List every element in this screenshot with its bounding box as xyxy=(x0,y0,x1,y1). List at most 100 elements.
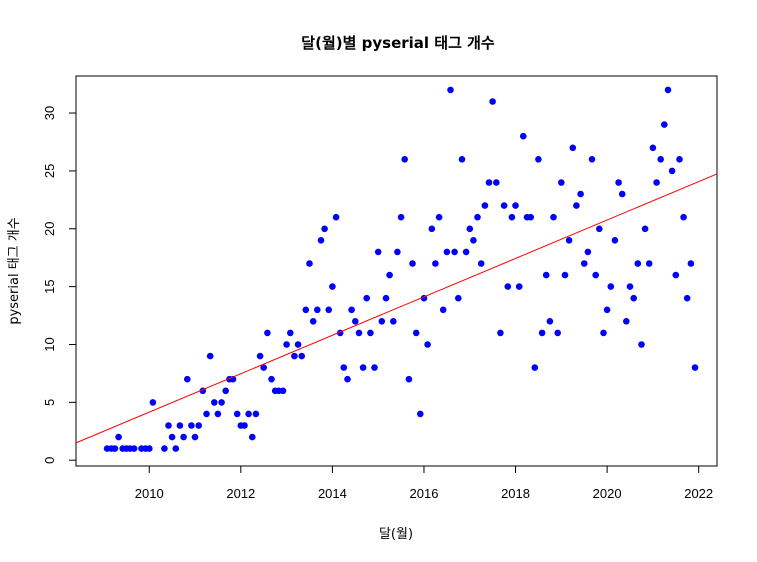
x-tick-label: 2010 xyxy=(135,486,164,501)
x-tick-label: 2018 xyxy=(501,486,530,501)
data-point xyxy=(462,248,470,256)
data-point xyxy=(577,190,584,198)
data-point xyxy=(477,260,485,267)
data-point xyxy=(607,283,615,290)
data-point xyxy=(214,410,222,418)
data-point xyxy=(374,248,382,256)
data-point xyxy=(348,306,355,314)
y-tick-label: 25 xyxy=(42,164,57,178)
data-point xyxy=(474,213,481,221)
data-point xyxy=(588,156,596,163)
data-point xyxy=(203,410,210,418)
data-point xyxy=(634,260,642,267)
data-point xyxy=(447,86,454,94)
data-point xyxy=(680,213,687,221)
y-tick-label: 5 xyxy=(42,399,57,406)
data-point xyxy=(401,156,409,163)
data-point xyxy=(165,422,172,429)
data-point xyxy=(653,179,660,186)
data-point xyxy=(531,364,539,371)
data-point xyxy=(412,329,420,337)
data-point xyxy=(287,329,294,337)
data-point xyxy=(367,329,374,337)
y-axis-label: pyserial 태그 개수 xyxy=(7,217,22,324)
x-tick-label: 2014 xyxy=(318,486,347,501)
data-point xyxy=(344,375,351,383)
x-tick-label: 2022 xyxy=(684,486,713,501)
data-point xyxy=(378,318,386,325)
chart-title: 달(월)별 pyserial 태그 개수 xyxy=(301,34,495,52)
data-point xyxy=(245,410,252,418)
data-point xyxy=(470,237,477,244)
data-point xyxy=(211,399,218,406)
data-point xyxy=(596,225,603,233)
data-point xyxy=(600,329,607,337)
trend-line xyxy=(75,173,718,444)
y-tick-label: 20 xyxy=(42,222,57,236)
data-point xyxy=(206,352,214,360)
data-point xyxy=(466,225,474,233)
data-point xyxy=(500,202,508,209)
data-point xyxy=(359,364,367,371)
data-point xyxy=(493,179,500,186)
x-tick-label: 2016 xyxy=(410,486,439,501)
data-point xyxy=(657,156,664,163)
data-point xyxy=(260,364,268,371)
data-point xyxy=(668,167,676,175)
data-point xyxy=(264,329,271,337)
data-point xyxy=(538,329,546,337)
data-point xyxy=(268,375,275,383)
data-point xyxy=(168,433,176,441)
data-point xyxy=(497,329,504,337)
data-point xyxy=(191,433,199,441)
data-point xyxy=(664,86,672,94)
data-point xyxy=(294,341,302,348)
y-tick-label: 10 xyxy=(42,337,57,351)
data-point xyxy=(130,445,138,452)
data-point xyxy=(691,364,699,371)
data-point xyxy=(405,375,413,383)
data-point xyxy=(291,352,298,360)
data-point xyxy=(550,213,557,221)
data-point xyxy=(302,306,310,314)
data-point xyxy=(432,260,439,267)
data-point xyxy=(428,225,436,233)
data-point xyxy=(584,248,592,256)
data-point xyxy=(188,422,195,429)
data-point xyxy=(283,341,290,348)
x-axis: 2010 2012 2014 2016 2018 2020 2022 xyxy=(135,466,713,501)
data-point xyxy=(417,410,424,418)
y-tick-label: 0 xyxy=(42,457,57,464)
data-point xyxy=(382,294,390,302)
data-point xyxy=(329,283,336,290)
x-axis-label: 달(월) xyxy=(379,527,413,542)
data-point xyxy=(649,144,657,152)
data-point xyxy=(561,271,569,279)
data-point xyxy=(455,294,462,302)
data-point xyxy=(390,318,397,325)
data-point xyxy=(661,121,668,128)
data-point xyxy=(352,318,359,325)
data-point xyxy=(672,271,680,279)
data-point xyxy=(573,202,580,209)
data-point xyxy=(439,306,447,314)
data-point xyxy=(409,260,416,267)
data-point xyxy=(676,156,683,163)
data-point xyxy=(515,283,523,290)
data-point xyxy=(149,399,157,406)
data-point xyxy=(279,387,287,395)
data-point xyxy=(535,156,542,163)
y-axis: 0 5 10 15 20 25 30 xyxy=(42,106,76,464)
data-point xyxy=(256,352,264,360)
data-point xyxy=(241,422,248,429)
data-point xyxy=(355,329,363,337)
data-points xyxy=(103,86,699,452)
data-point xyxy=(306,260,313,267)
data-point xyxy=(298,352,306,360)
data-point xyxy=(314,306,321,314)
data-point xyxy=(542,271,550,279)
x-tick-label: 2012 xyxy=(226,486,255,501)
data-point xyxy=(222,387,229,395)
data-point xyxy=(451,248,458,256)
